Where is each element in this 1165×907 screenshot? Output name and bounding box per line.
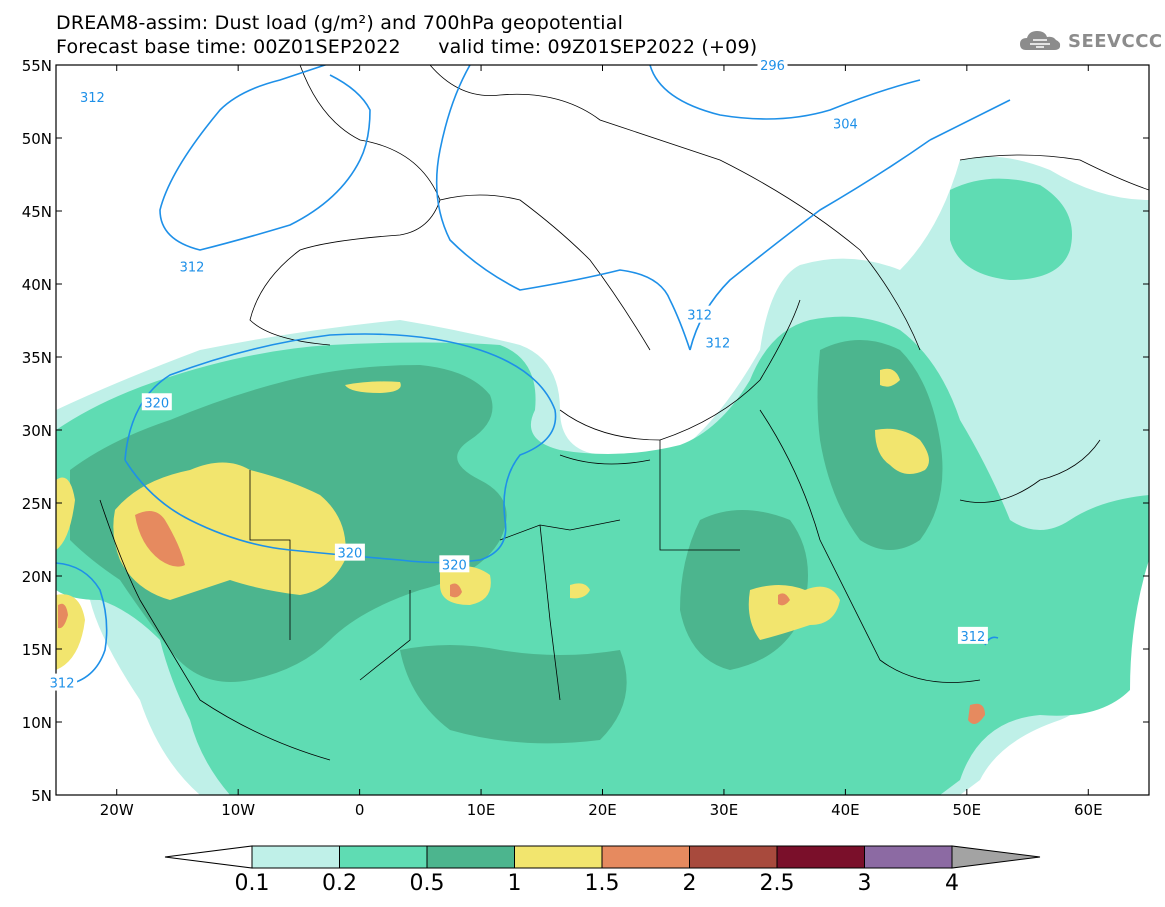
dust-field xyxy=(56,65,1149,795)
colorbar-swatch xyxy=(251,845,340,869)
colorbar-swatch xyxy=(426,845,515,869)
colorbar-swatch xyxy=(864,845,953,869)
dust-area-0-5 xyxy=(70,340,943,744)
contour-label: 312 xyxy=(705,336,730,351)
contour-label: 312 xyxy=(50,677,75,692)
contour-label: 312 xyxy=(80,91,105,106)
lon-tick-label: 60E xyxy=(1074,801,1103,819)
contour-label: 312 xyxy=(180,260,205,275)
contour-label: 320 xyxy=(144,396,169,411)
cloud-logo-icon xyxy=(1020,31,1061,50)
logo-text: SEEVCCC xyxy=(1068,30,1163,52)
lon-tick-label: 0 xyxy=(355,801,365,819)
contour-labels: 312 312 296 304 312 312 320 320 320 312 312 xyxy=(47,56,988,692)
lon-tick-label: 50E xyxy=(953,801,982,819)
contour-label: 296 xyxy=(760,59,785,74)
contour-312-atlantic xyxy=(159,65,371,251)
colorbar-label: 3 xyxy=(858,871,872,896)
geopotential-contours xyxy=(56,65,1011,686)
lat-tick-label: 35N xyxy=(22,349,52,367)
lon-tick-label: 10W xyxy=(221,801,255,819)
colorbar-swatch xyxy=(601,845,690,869)
lon-tick-label: 40E xyxy=(831,801,860,819)
lat-tick-label: 45N xyxy=(22,203,52,221)
colorbar-label: 1 xyxy=(508,871,522,896)
axis-ticks: 5N 10N 15N 20N 25N 30N 35N 40N 45N 50N 55N 20W 10W 0 1… xyxy=(22,57,1149,819)
colorbar: 0.1 0.2 0.5 1 1.5 2 2.5 3 4 xyxy=(164,845,1041,896)
lat-tick-label: 10N xyxy=(22,714,52,732)
colorbar-swatch xyxy=(514,845,603,869)
contour-312-sw xyxy=(56,562,108,686)
colorbar-label: 2 xyxy=(683,871,697,896)
lon-tick-label: 30E xyxy=(710,801,739,819)
forecast-time-line: Forecast base time: 00Z01SEP2022 valid t… xyxy=(56,36,758,58)
colorbar-lower-extension xyxy=(164,845,253,869)
dust-area-0-2 xyxy=(56,178,1149,795)
lat-tick-label: 30N xyxy=(22,422,52,440)
contour-label: 312 xyxy=(687,309,712,324)
colorbar-upper-extension xyxy=(951,845,1041,869)
lat-tick-label: 15N xyxy=(22,641,52,659)
lon-tick-label: 20E xyxy=(588,801,617,819)
colorbar-label: 0.2 xyxy=(322,871,357,896)
colorbar-label: 4 xyxy=(945,871,959,896)
lon-tick-label: 20W xyxy=(100,801,134,819)
lon-tick-label: 10E xyxy=(467,801,496,819)
contour-label: 320 xyxy=(337,547,362,562)
coastlines xyxy=(99,65,1149,761)
colorbar-swatch xyxy=(776,845,865,869)
contour-label: 320 xyxy=(442,558,467,573)
lat-tick-label: 25N xyxy=(22,495,52,513)
lat-tick-label: 55N xyxy=(22,57,52,75)
colorbar-swatch xyxy=(689,845,778,869)
lat-tick-label: 50N xyxy=(22,130,52,148)
colorbar-label: 0.1 xyxy=(235,871,270,896)
contour-label: 304 xyxy=(833,117,858,132)
lat-tick-label: 40N xyxy=(22,276,52,294)
seevccc-logo: SEEVCCC xyxy=(1018,28,1163,54)
contour-320 xyxy=(124,333,557,564)
lat-tick-label: 20N xyxy=(22,568,52,586)
contour-304b xyxy=(929,99,1011,141)
dust-area-1-5 xyxy=(58,511,985,724)
contour-312-med xyxy=(435,65,691,351)
colorbar-label: 0.5 xyxy=(410,871,445,896)
contour-304 xyxy=(649,65,921,120)
colorbar-label: 1.5 xyxy=(585,871,620,896)
map-title: DREAM8-assim: Dust load (g/m²) and 700hP… xyxy=(56,12,624,34)
colorbar-label: 2.5 xyxy=(760,871,795,896)
colorbar-swatch xyxy=(339,845,428,869)
contour-label: 312 xyxy=(960,630,985,645)
lat-tick-label: 5N xyxy=(31,787,52,805)
dust-area-1 xyxy=(56,368,929,670)
